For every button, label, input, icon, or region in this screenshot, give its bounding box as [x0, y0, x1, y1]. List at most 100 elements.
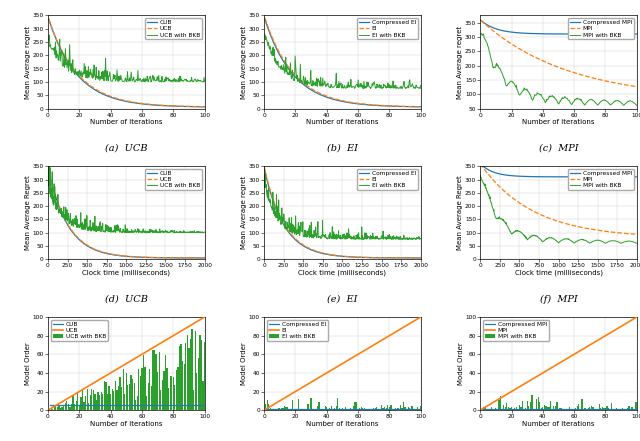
Line: CUB: CUB: [48, 168, 205, 258]
Bar: [353, 407, 354, 410]
EI: [409, 319, 417, 324]
MPI: [633, 314, 640, 320]
Bar: [555, 406, 556, 410]
MPI: [508, 389, 515, 394]
Legend: Compressed EI, EI, EI with BKB: Compressed EI, EI, EI with BKB: [357, 169, 418, 190]
Bar: [486, 409, 487, 410]
EI: [353, 101, 361, 106]
Bar: [116, 390, 118, 410]
Bar: [597, 409, 598, 410]
UCB: [44, 166, 52, 171]
MPI with BKB: [629, 239, 637, 244]
EI: [417, 104, 424, 109]
Bar: [195, 331, 196, 410]
Bar: [82, 390, 83, 410]
Bar: [196, 373, 197, 410]
Bar: [370, 408, 371, 410]
Bar: [591, 406, 592, 410]
MPI: [629, 232, 637, 237]
MPI with BKB: [551, 237, 559, 242]
Compressed MPI: [551, 174, 559, 179]
Bar: [124, 394, 125, 410]
Compressed EI: [356, 101, 364, 107]
Bar: [125, 373, 127, 410]
Bar: [500, 396, 501, 410]
MPI with BKB: [573, 96, 580, 101]
Bar: [106, 382, 107, 410]
Bar: [536, 400, 537, 410]
EI: [353, 254, 361, 260]
Bar: [310, 399, 312, 410]
Bar: [79, 406, 80, 410]
MPI: [605, 229, 612, 234]
EI: [354, 101, 362, 106]
CUB: [138, 101, 145, 106]
EI: [342, 359, 349, 364]
Bar: [127, 385, 129, 410]
Bar: [282, 408, 284, 410]
MPI: [570, 351, 578, 357]
CUB: [138, 403, 146, 408]
Bar: [376, 407, 378, 410]
Bar: [185, 343, 186, 410]
UCB: [193, 319, 200, 324]
CUB: [201, 255, 209, 261]
Bar: [545, 407, 547, 410]
Bar: [202, 381, 204, 410]
Bar: [497, 409, 498, 410]
MPI: [573, 71, 580, 76]
Bar: [636, 403, 637, 410]
Line: Compressed EI: Compressed EI: [265, 19, 420, 107]
Bar: [538, 397, 539, 410]
Bar: [141, 368, 143, 410]
Bar: [329, 407, 330, 410]
Bar: [417, 407, 418, 410]
Compressed EI: [342, 407, 349, 412]
Bar: [131, 375, 132, 410]
Bar: [145, 367, 146, 410]
EI: [403, 104, 410, 109]
Bar: [414, 409, 415, 410]
MPI: [570, 70, 577, 75]
Line: CUB: CUB: [49, 19, 205, 107]
Compressed MPI: [570, 31, 577, 37]
Bar: [289, 408, 290, 410]
MPI with BKB: [570, 98, 578, 104]
Bar: [93, 390, 94, 410]
Bar: [346, 409, 348, 410]
Compressed EI: [298, 407, 305, 412]
Line: EI with BKB: EI with BKB: [265, 34, 420, 89]
Bar: [522, 401, 523, 410]
MPI: [477, 18, 485, 23]
UCB: [186, 104, 194, 109]
EI with BKB: [356, 81, 364, 86]
Bar: [134, 383, 135, 410]
MPI: [551, 217, 559, 223]
Bar: [71, 404, 72, 410]
Bar: [611, 403, 612, 410]
UCB: [201, 314, 209, 320]
Bar: [314, 409, 315, 410]
Y-axis label: Model Order: Model Order: [26, 342, 31, 385]
EI with BKB: [335, 235, 342, 241]
Bar: [182, 361, 183, 410]
EI with BKB: [392, 85, 400, 90]
Bar: [173, 377, 174, 410]
CUB: [193, 403, 200, 408]
Compressed EI: [354, 101, 362, 106]
MPI: [570, 223, 577, 228]
MPI with BKB: [570, 240, 577, 245]
UCB: [140, 101, 148, 106]
Bar: [152, 350, 154, 410]
Bar: [616, 408, 617, 410]
Bar: [281, 408, 282, 410]
Bar: [490, 407, 492, 410]
Legend: CUB, UCB, UCB with BKB: CUB, UCB, UCB with BKB: [145, 169, 202, 190]
Bar: [54, 407, 55, 410]
Bar: [136, 396, 138, 410]
EI with BKB: [417, 236, 424, 241]
UCB with BKB: [46, 44, 54, 49]
UCB with BKB: [197, 230, 205, 235]
EI: [261, 15, 269, 20]
UCB: [137, 101, 145, 106]
